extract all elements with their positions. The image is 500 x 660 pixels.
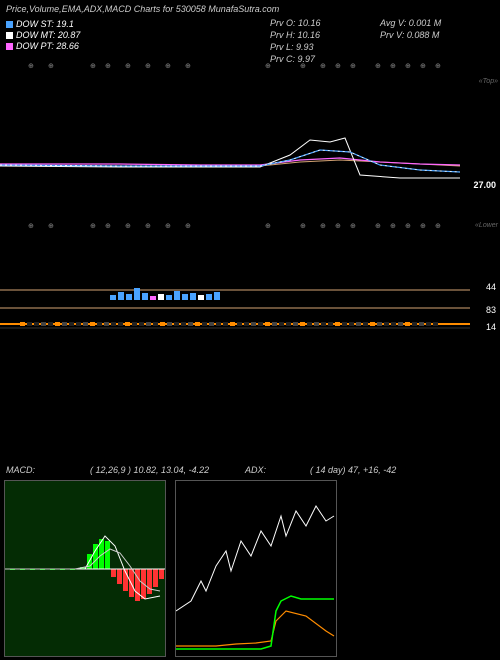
dow-pt: DOW PT: 28.66 xyxy=(6,41,80,51)
time-markers-lower: ⊕⊕⊕⊕⊕⊕⊕⊕⊕⊕⊕⊕⊕⊕⊕⊕⊕⊕ xyxy=(0,222,500,234)
macd-label: MACD: xyxy=(6,465,35,475)
volume-panel xyxy=(0,280,470,320)
adx-values: ( 14 day) 47, +16, -42 xyxy=(310,465,396,475)
prev-ohlc: Prv O: 10.16Prv H: 10.16 Prv L: 9.93Prv … xyxy=(270,16,321,66)
dow-stats: DOW ST: 19.1 DOW MT: 20.87 DOW PT: 28.66 xyxy=(0,16,86,54)
side-val-83: 83 xyxy=(486,305,496,315)
heat-strip xyxy=(0,320,470,335)
side-val-14: 14 xyxy=(486,322,496,332)
chart-title: Price,Volume,EMA,ADX,MACD Charts for 530… xyxy=(0,0,500,16)
price-chart xyxy=(0,80,470,210)
top-corner-label: «Top» xyxy=(479,78,498,85)
adx-label: ADX: xyxy=(245,465,266,475)
volume-stats: Avg V: 0.001 MPrv V: 0.088 M xyxy=(380,16,441,42)
macd-chart xyxy=(4,480,166,657)
macd-values: ( 12,26,9 ) 10.82, 13.04, -4.22 xyxy=(90,465,209,475)
lower-corner-label: «Lower xyxy=(475,222,498,229)
dow-st: DOW ST: 19.1 xyxy=(6,19,80,29)
side-val-44: 44 xyxy=(486,282,496,292)
dow-mt: DOW MT: 20.87 xyxy=(6,30,80,40)
adx-chart xyxy=(175,480,337,657)
time-markers-top: ⊕⊕⊕⊕⊕⊕⊕⊕⊕⊕⊕⊕⊕⊕⊕⊕⊕⊕ xyxy=(0,62,500,74)
price-axis-label: 27.00 xyxy=(473,180,496,190)
